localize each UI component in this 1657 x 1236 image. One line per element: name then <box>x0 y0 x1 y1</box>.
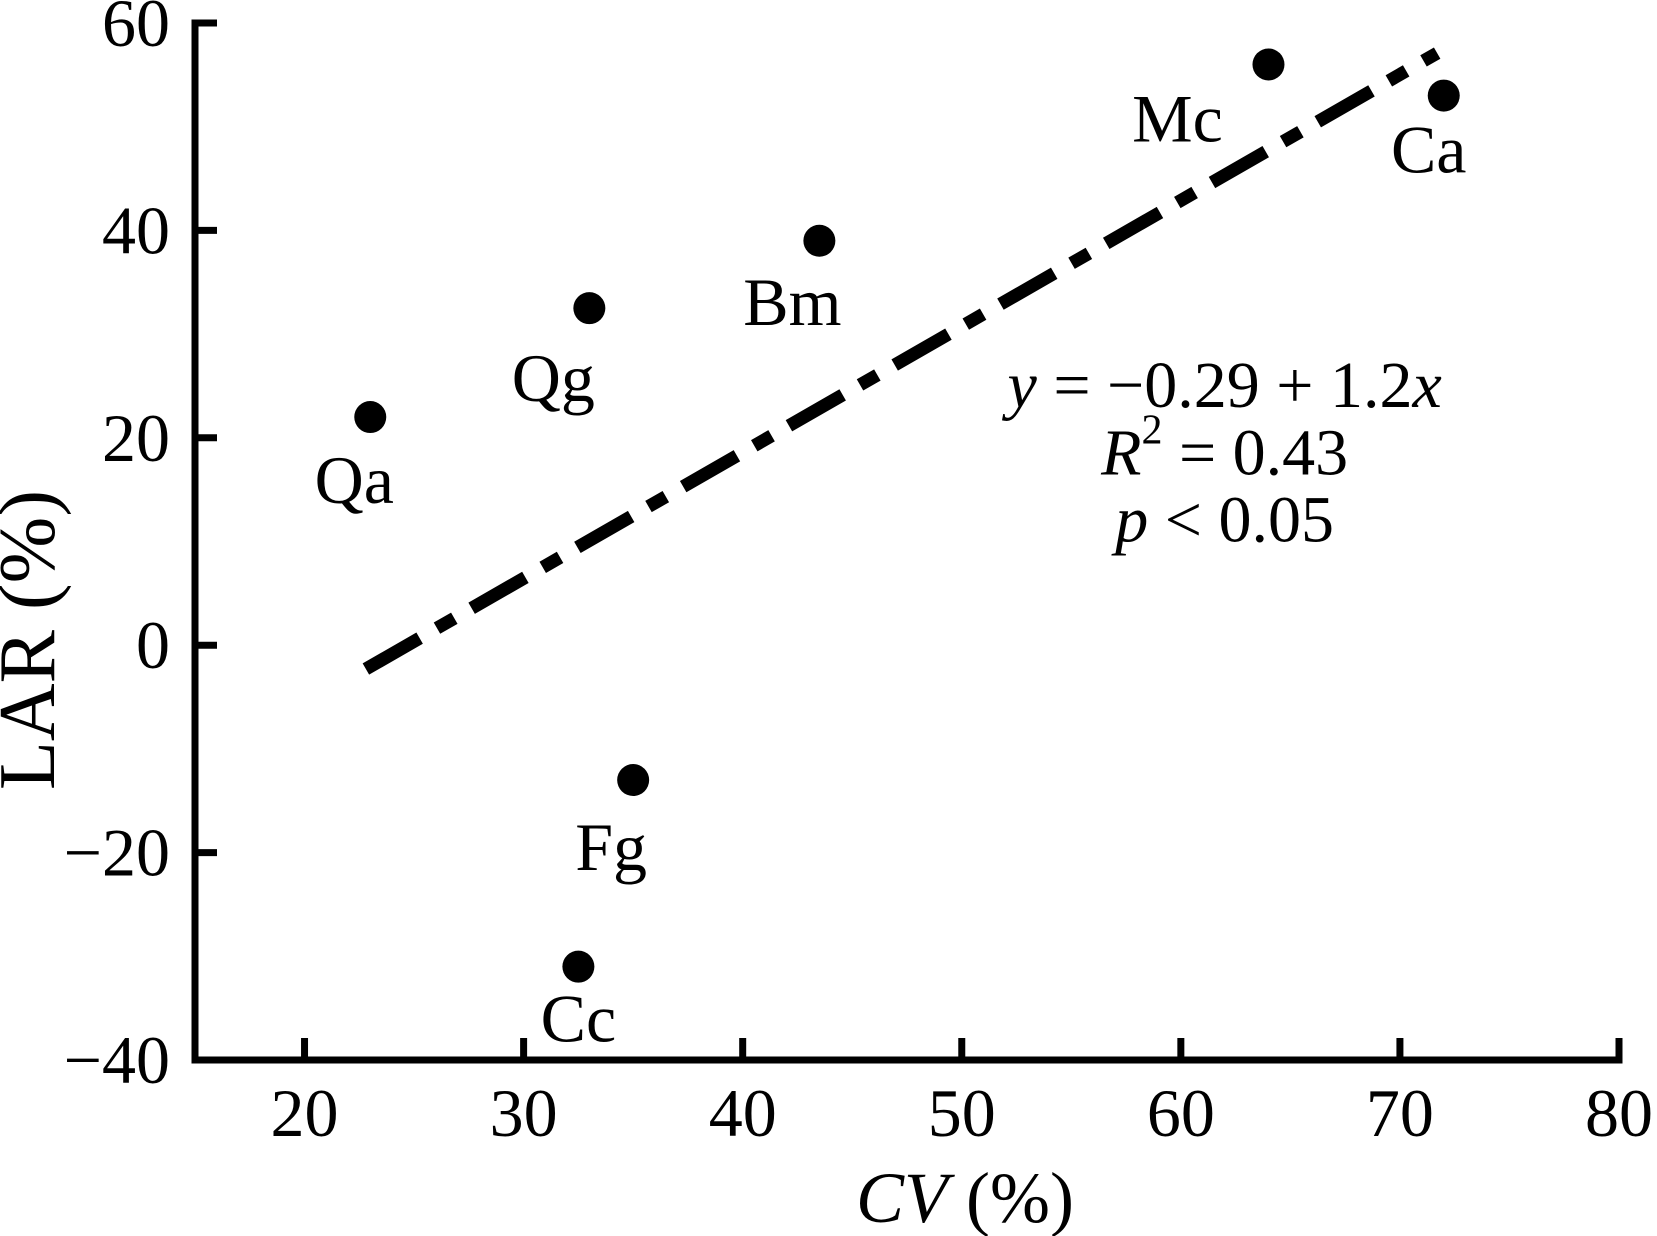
point-label-bm: Bm <box>743 264 841 340</box>
y-tick-label-−20: −20 <box>64 815 170 891</box>
y-tick-label-0: 0 <box>136 607 170 683</box>
x-tick-label-20: 20 <box>271 1075 339 1151</box>
data-point-cc <box>562 950 595 983</box>
x-tick-label-30: 30 <box>490 1075 558 1151</box>
x-tick-label-60: 60 <box>1147 1075 1215 1151</box>
x-tick-label-80: 80 <box>1585 1075 1653 1151</box>
y-axis-title: LAR (%) <box>0 490 72 790</box>
x-axis-title: CV (%) <box>856 1158 1074 1236</box>
point-label-ca: Ca <box>1391 112 1467 188</box>
trend-line <box>362 47 1441 675</box>
data-point-ca <box>1427 79 1460 112</box>
annotation-line-3: p < 0.05 <box>1111 483 1334 556</box>
data-point-qg <box>573 292 606 325</box>
x-tick-label-70: 70 <box>1366 1075 1434 1151</box>
data-point-mc <box>1252 48 1285 81</box>
y-tick-label-40: 40 <box>102 192 170 268</box>
data-point-bm <box>803 224 836 257</box>
annotation-line-1: y = −0.29 + 1.2x <box>1002 348 1442 421</box>
x-tick-label-40: 40 <box>709 1075 777 1151</box>
y-tick-label-20: 20 <box>102 400 170 476</box>
y-tick-label-60: 60 <box>102 0 170 61</box>
data-point-qa <box>354 401 387 434</box>
point-label-qa: Qa <box>315 442 394 518</box>
point-label-fg: Fg <box>575 809 647 885</box>
annotation-line-2: R2 = 0.43 <box>1100 407 1348 489</box>
data-point-fg <box>617 764 650 797</box>
y-tick-label-−40: −40 <box>64 1022 170 1098</box>
point-label-qg: Qg <box>512 340 595 416</box>
x-tick-label-50: 50 <box>928 1075 996 1151</box>
point-label-mc: Mc <box>1132 80 1223 156</box>
point-label-cc: Cc <box>541 981 617 1057</box>
